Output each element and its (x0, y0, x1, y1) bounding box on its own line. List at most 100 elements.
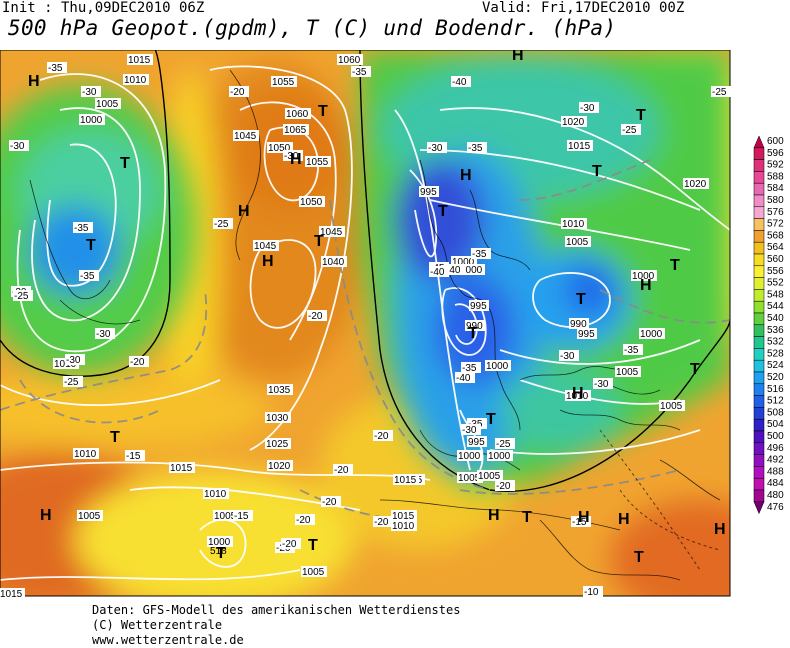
temperature-label-bg (451, 76, 471, 87)
temperature-label: -20 (496, 481, 511, 492)
pressure-label: 1000 (208, 537, 231, 548)
legend-level-label: 584 (767, 183, 784, 194)
legend-level-label: 480 (767, 490, 784, 501)
temperature-label-bg (295, 514, 315, 525)
temperature-label: -15 (572, 517, 587, 528)
pressure-label-bg (207, 536, 233, 547)
legend-swatch (753, 147, 765, 160)
pressure-label: 1050 (300, 197, 323, 208)
pressure-label-bg (319, 226, 345, 237)
legend-level-label: 564 (767, 242, 784, 253)
pressure-label: 1005 (616, 367, 639, 378)
temperature-label-bg (129, 356, 149, 367)
temperature-label-bg (333, 464, 353, 475)
legend-level-label: 544 (767, 301, 784, 312)
pressure-label-bg (561, 116, 587, 127)
legend-level-label: 600 (767, 136, 784, 147)
legend-level-label: 476 (767, 502, 784, 513)
legend-level-label: 508 (767, 407, 784, 418)
temperature-label: -40 (456, 373, 471, 384)
temperature-label-bg (711, 86, 731, 97)
pressure-label: 1025 (266, 439, 289, 450)
pressure-label-bg (283, 124, 309, 135)
high-pressure-marker: H (640, 277, 652, 294)
legend-swatch (753, 477, 765, 491)
temperature-label-bg (233, 510, 253, 521)
legend-level-label: 560 (767, 254, 784, 265)
temperature-label: -30 (284, 151, 299, 162)
pressure-label: 1010 (204, 489, 227, 500)
pressure-label-bg (265, 412, 291, 423)
temperature-label-bg (583, 586, 603, 597)
low-pressure-marker: T (522, 509, 532, 526)
temperature-label: -35 (80, 271, 95, 282)
legend-level-label: 548 (767, 289, 784, 300)
temperature-label: -40 (430, 267, 445, 278)
pressure-label-bg (459, 264, 485, 275)
temperature-label: -30 (594, 379, 609, 390)
pressure-label-bg (457, 450, 483, 461)
low-pressure-marker: T (486, 411, 496, 428)
temperature-label-bg (47, 62, 67, 73)
pressure-label-bg (77, 510, 103, 521)
high-pressure-marker: H (28, 73, 40, 90)
legend-swatch (753, 418, 765, 432)
legend-level-label: 500 (767, 431, 784, 442)
temperature-label-bg (81, 86, 101, 97)
pressure-label-bg (267, 460, 293, 471)
legend-swatch (753, 454, 765, 467)
legend-level-label: 492 (767, 455, 784, 466)
pressure-label: 1000 (460, 265, 483, 276)
temperature-label-bg (95, 328, 115, 339)
footer-url: www.wetterzentrale.de (92, 633, 244, 647)
pressure-label-bg (615, 366, 641, 377)
pressure-label: 1005 (566, 237, 589, 248)
pressure-label: 990 (466, 321, 483, 332)
init-time: Init : Thu,09DEC2010 06Z (2, 0, 205, 16)
legend-level-label: 484 (767, 478, 784, 489)
temperature-label: -25 (14, 291, 29, 302)
pressure-label: 1010 (74, 449, 97, 460)
pressure-label-bg (485, 360, 511, 371)
pressure-label-bg (487, 450, 513, 461)
weather-map: 1015101010051000106010551060106510451050… (0, 50, 731, 598)
temperature-label-bg (461, 424, 481, 435)
legend-swatch (753, 218, 765, 231)
pressure-label: 1010 (392, 521, 415, 532)
pressure-label-bg (213, 510, 239, 521)
pressure-label: 1005 (78, 511, 101, 522)
temperature-label-bg (427, 142, 447, 153)
legend-level-label: 596 (767, 148, 784, 159)
high-pressure-marker: H (40, 507, 52, 524)
footer-copyright: (C) Wetterzentrale (92, 618, 223, 632)
temperature-label: -25 (214, 219, 229, 230)
temperature-label-bg (455, 372, 475, 383)
temperature-label: -30 (428, 143, 443, 154)
pressure-label-bg (639, 328, 665, 339)
legend-swatch (753, 359, 765, 373)
temperature-label: -35 (462, 363, 477, 374)
high-pressure-marker: H (714, 521, 726, 538)
legend-swatch (753, 241, 765, 255)
temperature-label-bg (471, 248, 491, 259)
pressure-label: 1000 (640, 329, 663, 340)
temperature-labels: -35-30-30-35-35-30-25-20-30-25-30-20-35-… (9, 62, 731, 598)
temperature-label-bg (281, 538, 301, 549)
pressure-label: 1060 (286, 109, 309, 120)
legend-level-label: 496 (767, 443, 784, 454)
pressure-label: 1010 (562, 219, 585, 230)
temperature-label-bg (229, 86, 249, 97)
legend-swatch (753, 253, 765, 267)
legend-level-label: 532 (767, 337, 784, 348)
pressure-label: 1015 (170, 463, 193, 474)
temperature-label: -35 (468, 143, 483, 154)
legend-level-label: 524 (767, 360, 784, 371)
low-pressure-marker: T (634, 549, 644, 566)
legend-level-label: 540 (767, 313, 784, 324)
pressure-label-bg (321, 256, 347, 267)
low-pressure-marker: T (314, 233, 324, 250)
pressure-label-bg (631, 270, 657, 281)
legend-swatch (753, 159, 765, 172)
pressure-labels: 1015101010051000106010551060106510451050… (0, 54, 709, 598)
temperature-label-bg (9, 140, 29, 151)
